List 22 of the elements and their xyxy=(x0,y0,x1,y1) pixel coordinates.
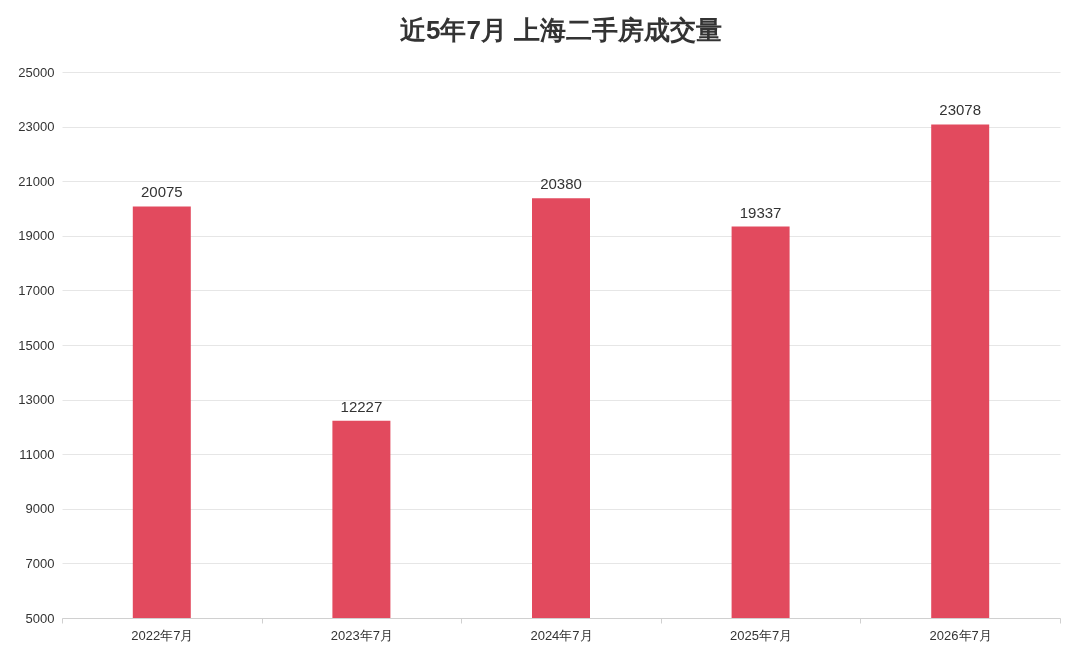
y-tick-label: 13000 xyxy=(18,392,55,408)
data-label: 20380 xyxy=(540,175,582,193)
x-tick-label: 2025年7月 xyxy=(730,627,793,643)
data-label: 19337 xyxy=(739,203,782,221)
x-tick-label: 2026年7月 xyxy=(929,627,992,643)
y-tick-label: 25000 xyxy=(18,64,55,80)
y-tick-label: 7000 xyxy=(25,555,55,571)
y-tick-label: 15000 xyxy=(18,337,55,353)
x-tick-label: 2023年7月 xyxy=(330,627,393,643)
y-tick-label: 5000 xyxy=(25,610,55,626)
y-tick-label: 23000 xyxy=(18,119,55,135)
data-label: 12227 xyxy=(340,397,383,415)
data-label: 23078 xyxy=(939,101,982,119)
y-tick-label: 19000 xyxy=(18,228,55,244)
x-tick-label: 2022年7月 xyxy=(131,627,194,643)
y-tick-label: 11000 xyxy=(19,446,55,462)
y-tick-label: 17000 xyxy=(18,282,55,298)
y-tick-label: 9000 xyxy=(25,501,55,517)
x-tick-label: 2024年7月 xyxy=(530,627,593,643)
chart-title: 近5年7月 上海二手房成交量 xyxy=(399,15,723,45)
y-tick-label: 21000 xyxy=(18,173,55,189)
data-label: 20075 xyxy=(140,183,183,201)
